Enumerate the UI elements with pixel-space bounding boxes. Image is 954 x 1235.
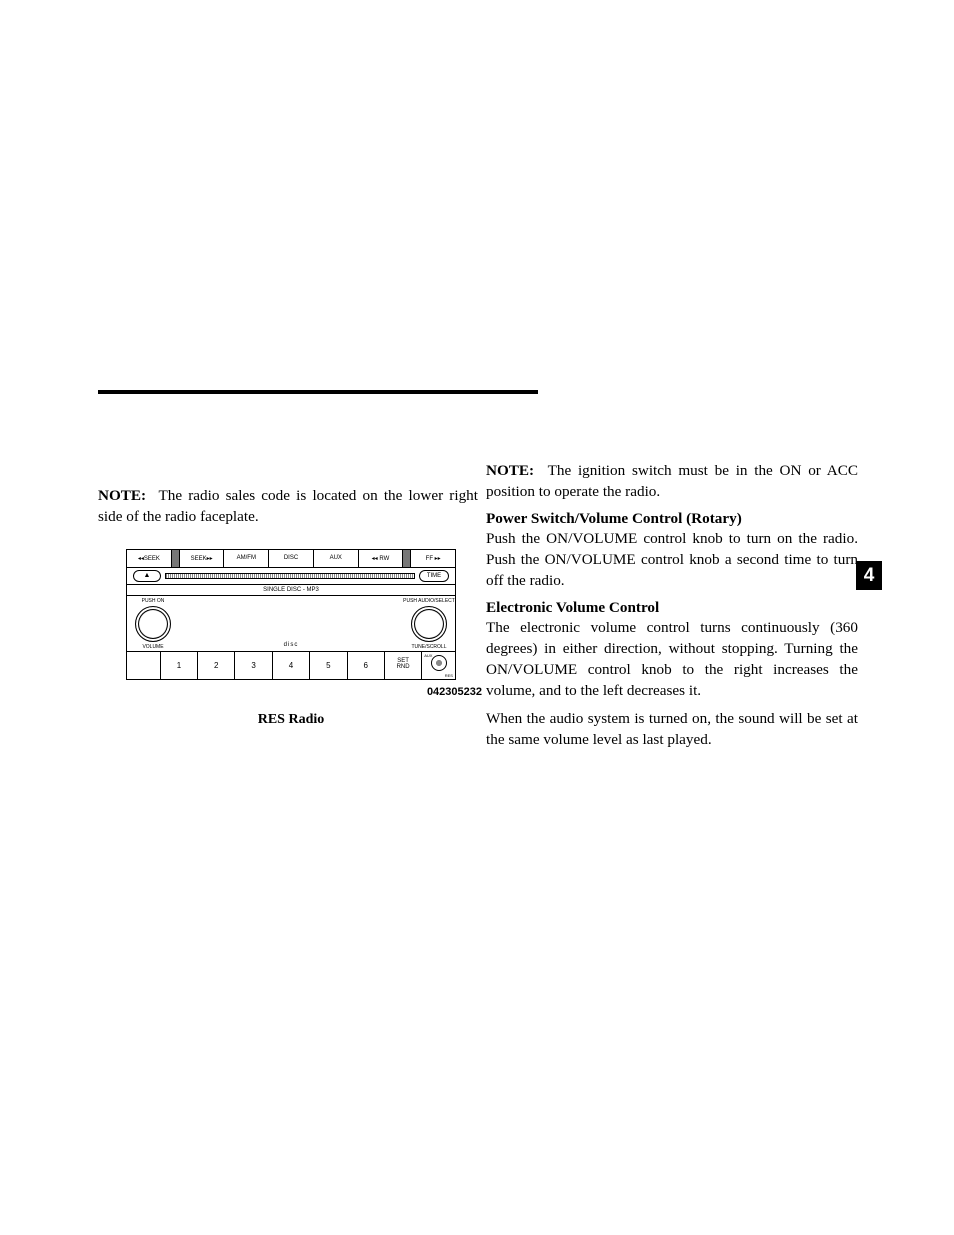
radio-slot-row: ▲ TIME [127, 568, 455, 585]
preset-5: 5 [310, 652, 347, 679]
amfm-button: AM/FM [224, 550, 269, 567]
note-label: NOTE: [486, 462, 534, 479]
note-left: NOTE: The radio sales code is located on… [98, 486, 478, 527]
volume-knob-icon [135, 606, 171, 642]
figure-caption: RES Radio [126, 712, 456, 728]
tune-knob-cell: PUSH AUDIO/SELECT TUNE/SCROLL [403, 596, 455, 651]
aux-button: AUX [314, 550, 359, 567]
note-text: The radio sales code is located on the l… [98, 487, 478, 525]
tune-scroll-label: TUNE/SCROLL [403, 644, 455, 650]
preset-3: 3 [235, 652, 272, 679]
volume-knob-cell: PUSH ON VOLUME [127, 596, 179, 651]
para-volume-memory: When the audio system is turned on, the … [486, 709, 858, 751]
set-rnd-button: SET RND [385, 652, 422, 679]
seek-back-button: ◂◂SEEK [127, 550, 172, 567]
heading-volume-control: Electronic Volume Control [486, 599, 858, 617]
slot-label: SINGLE DISC - MP3 [127, 585, 455, 596]
preset-4: 4 [273, 652, 310, 679]
aux-jack-icon [431, 655, 447, 671]
disc-slot [165, 573, 415, 579]
header-rule [98, 390, 538, 394]
radio-top-row: ◂◂SEEK SEEK▸▸ AM/FM DISC AUX ◂◂ RW FF ▸▸ [127, 550, 455, 568]
tune-knob-icon [411, 606, 447, 642]
ff-button: FF ▸▸ [411, 550, 455, 567]
radio-mid-row: PUSH ON VOLUME PUSH AUDIO/SELECT TUNE/SC… [127, 596, 455, 652]
note-text: The ignition switch must be in the ON or… [486, 462, 858, 500]
preset-1: 1 [161, 652, 198, 679]
preset-6: 6 [348, 652, 385, 679]
aux-jack-label: AUX [424, 653, 432, 658]
aux-jack-cell: AUX RES [422, 652, 455, 679]
preset-blank [127, 652, 161, 679]
note-label: NOTE: [98, 487, 146, 504]
seek-fwd-button: SEEK▸▸ [180, 550, 225, 567]
para-volume-control: The electronic volume control turns cont… [486, 618, 858, 702]
rw-button: ◂◂ RW [359, 550, 404, 567]
note-right: NOTE: The ignition switch must be in the… [486, 461, 858, 503]
manual-page: NOTE: The radio sales code is located on… [0, 0, 954, 1235]
rnd-label: RND [397, 664, 410, 670]
right-column: NOTE: The ignition switch must be in the… [486, 461, 858, 758]
radio-faceplate-diagram: ◂◂SEEK SEEK▸▸ AM/FM DISC AUX ◂◂ RW FF ▸▸… [126, 549, 456, 680]
push-on-label: PUSH ON [127, 598, 179, 604]
res-label: RES [445, 673, 453, 678]
figure-wrap: ◂◂SEEK SEEK▸▸ AM/FM DISC AUX ◂◂ RW FF ▸▸… [98, 549, 478, 728]
left-column: NOTE: The radio sales code is located on… [98, 486, 478, 728]
time-button: TIME [419, 570, 449, 582]
radio-bottom-row: 1 2 3 4 5 6 SET RND AUX RES [127, 652, 455, 679]
push-audio-label: PUSH AUDIO/SELECT [403, 598, 455, 604]
section-tab: 4 [856, 561, 882, 590]
eject-button: ▲ [133, 570, 161, 582]
disc-button: DISC [269, 550, 314, 567]
para-power-switch: Push the ON/VOLUME control knob to turn … [486, 529, 858, 592]
volume-label: VOLUME [127, 644, 179, 650]
image-number: 042305232 [126, 686, 482, 698]
separator [172, 550, 180, 567]
cd-logo-icon: disc [284, 642, 299, 648]
separator [403, 550, 411, 567]
preset-2: 2 [198, 652, 235, 679]
heading-power-switch: Power Switch/Volume Control (Rotary) [486, 510, 858, 528]
